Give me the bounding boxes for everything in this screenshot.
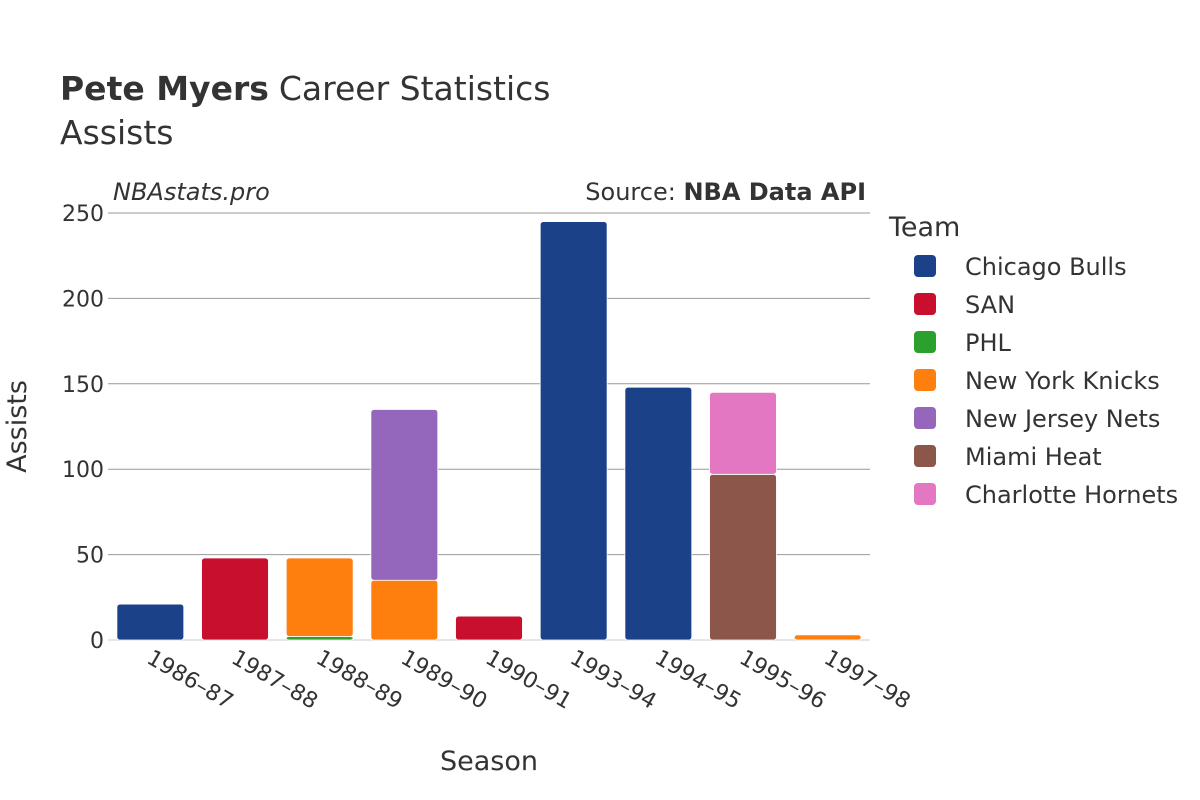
legend-label: SAN bbox=[965, 291, 1015, 319]
source-prefix: Source: bbox=[585, 178, 683, 206]
x-tick-label: 1993–94 bbox=[566, 646, 661, 715]
x-axis-title: Season bbox=[440, 746, 538, 777]
bar-segment bbox=[709, 391, 777, 475]
source-name: NBA Data API bbox=[683, 178, 866, 206]
bar-segment bbox=[370, 409, 439, 581]
bar-segment bbox=[793, 634, 862, 641]
y-tick-label: 150 bbox=[62, 373, 104, 398]
y-tick-label: 250 bbox=[62, 202, 104, 227]
x-tick-label: 1989–90 bbox=[396, 646, 491, 715]
y-tick-label: 0 bbox=[90, 629, 104, 654]
legend: Chicago Bulls SAN PHL New York Knicks New Je… bbox=[914, 253, 1178, 509]
legend-swatch bbox=[914, 445, 936, 467]
legend-label: Chicago Bulls bbox=[965, 253, 1127, 281]
legend-label: New York Knicks bbox=[965, 367, 1160, 395]
bar-segment bbox=[116, 603, 185, 641]
bar-segment bbox=[539, 221, 608, 641]
bar-segment bbox=[285, 557, 354, 637]
x-tick-label: 1997–98 bbox=[820, 646, 915, 715]
chart-title: Pete Myers Career Statistics bbox=[60, 69, 551, 108]
y-axis-ticks: 0 50 100 150 200 250 bbox=[62, 202, 104, 654]
bar-segment bbox=[285, 636, 354, 641]
x-tick-label: 1990–91 bbox=[481, 646, 576, 715]
x-axis-ticks: 1986–871987–881988–891989–901990–911993–… bbox=[142, 646, 914, 715]
bar-segment bbox=[709, 473, 777, 641]
bars bbox=[116, 221, 862, 641]
watermark: NBAstats.pro bbox=[113, 178, 270, 206]
legend-swatch bbox=[914, 255, 936, 277]
x-tick-label: 1988–89 bbox=[312, 646, 407, 715]
y-axis-title: Assists bbox=[2, 380, 33, 473]
bar-segment bbox=[624, 386, 693, 641]
legend-label: PHL bbox=[965, 329, 1012, 357]
chart-subtitle: Assists bbox=[60, 113, 173, 152]
legend-swatch bbox=[914, 369, 936, 391]
x-tick-label: 1986–87 bbox=[142, 646, 237, 715]
bar-segment bbox=[370, 579, 439, 641]
y-tick-label: 50 bbox=[76, 544, 104, 569]
chart-title-rest: Career Statistics bbox=[279, 69, 551, 108]
legend-swatch bbox=[914, 483, 936, 505]
legend-title: Team bbox=[888, 212, 960, 243]
chart-title-player: Pete Myers bbox=[60, 69, 269, 108]
bar-segment bbox=[455, 615, 523, 641]
legend-label: Charlotte Hornets bbox=[965, 481, 1178, 509]
legend-label: Miami Heat bbox=[965, 443, 1102, 471]
x-tick-label: 1994–95 bbox=[650, 646, 745, 715]
x-tick-label: 1995–96 bbox=[735, 646, 830, 715]
legend-label: New Jersey Nets bbox=[965, 405, 1160, 433]
legend-swatch bbox=[914, 331, 936, 353]
source-credit: Source: NBA Data API bbox=[585, 178, 866, 206]
bar-segment bbox=[201, 557, 269, 641]
legend-swatch bbox=[914, 407, 936, 429]
legend-swatch bbox=[914, 293, 936, 315]
y-tick-label: 200 bbox=[62, 287, 104, 312]
y-tick-label: 100 bbox=[62, 458, 104, 483]
x-tick-label: 1987–88 bbox=[227, 646, 322, 715]
